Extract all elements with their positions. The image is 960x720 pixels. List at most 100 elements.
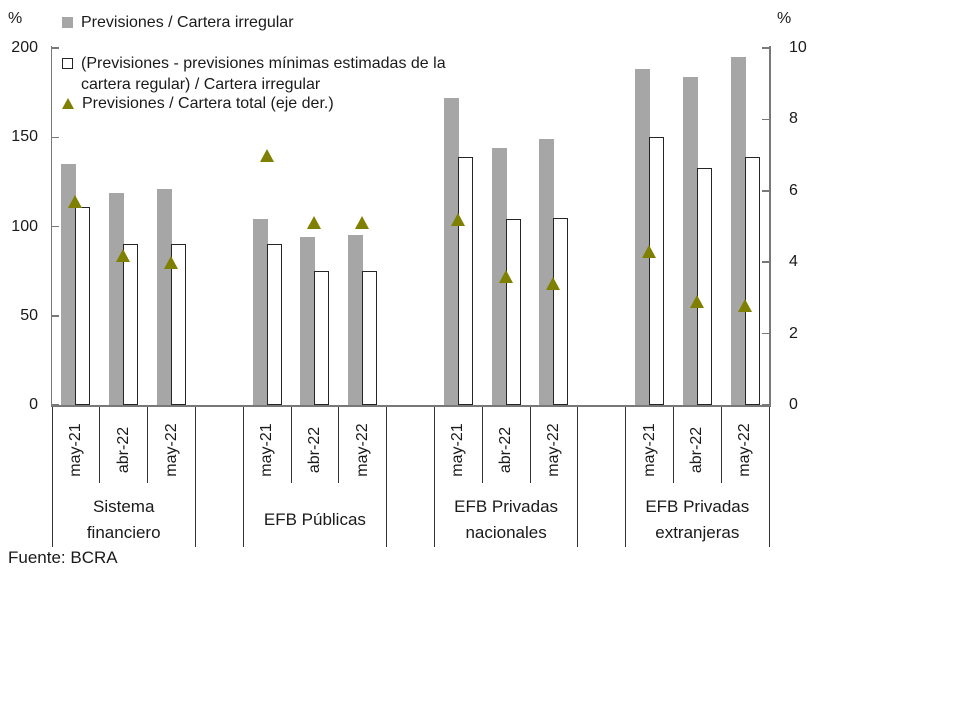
bar-previsiones-cartera-irregular	[682, 76, 698, 405]
group-separator-line	[51, 407, 53, 547]
right-axis-tick-label: 0	[789, 396, 798, 413]
bar-previsiones-netas	[744, 156, 760, 405]
bar-previsiones-netas	[171, 244, 186, 405]
marker-previsiones-cartera-total	[689, 294, 704, 308]
right-axis-tick-label: 2	[789, 324, 798, 342]
group-separator-line	[433, 407, 435, 547]
marker-previsiones-cartera-total	[450, 212, 465, 226]
bar-previsiones-cartera-irregular	[300, 237, 316, 405]
right-axis-tick	[762, 332, 769, 335]
group-separator-line	[768, 407, 770, 547]
marker-previsiones-cartera-total	[116, 248, 131, 262]
bar-previsiones-netas	[314, 271, 330, 405]
right-axis-tick	[762, 404, 769, 406]
marker-previsiones-cartera-total	[355, 216, 370, 230]
marker-previsiones-cartera-total	[642, 244, 656, 258]
category-separator-line	[481, 407, 483, 483]
x-tick-label: may-22	[544, 423, 562, 477]
group-separator-line	[386, 407, 388, 547]
legend-label-line2: cartera regular) / Cartera irregular	[81, 76, 321, 93]
x-tick-label: may-21	[640, 423, 658, 477]
bar-previsiones-netas	[696, 167, 712, 405]
group-separator-line	[577, 407, 579, 547]
x-tick-label: may-22	[353, 423, 371, 477]
bar-previsiones-netas	[362, 271, 378, 405]
group-separator-line	[242, 407, 244, 547]
left-axis-unit-label: %	[8, 10, 23, 27]
category-separator-line	[529, 407, 531, 483]
bar-previsiones-cartera-irregular	[252, 219, 268, 405]
left-axis-tick-label: 50	[20, 306, 38, 324]
right-axis-tick	[762, 118, 769, 121]
left-axis-tick	[52, 225, 59, 228]
x-tick-label: may-21	[66, 423, 84, 477]
group-label: extranjeras	[655, 523, 740, 542]
marker-previsiones-cartera-total	[164, 255, 178, 269]
category-separator-line	[147, 407, 149, 483]
marker-previsiones-cartera-total	[546, 277, 561, 291]
bar-previsiones-cartera-irregular	[157, 189, 172, 405]
marker-previsiones-cartera-total	[307, 216, 322, 230]
bar-previsiones-netas	[457, 156, 473, 405]
left-axis-tick-label: 200	[11, 39, 38, 56]
right-axis-unit-label: %	[777, 10, 792, 27]
x-tick-label: may-21	[449, 423, 467, 477]
right-axis-tick	[762, 261, 769, 263]
left-axis-tick-label: 0	[29, 396, 38, 413]
bar-previsiones-netas	[75, 206, 91, 405]
right-axis-line	[769, 46, 771, 405]
category-separator-line	[99, 407, 101, 483]
triangle-swatch-icon	[62, 98, 74, 109]
legend-item-previsiones-irregular: Previsiones / Cartera irregular	[62, 12, 294, 33]
x-tick-label: abr-22	[688, 426, 706, 474]
legend-item-previsiones-total: Previsiones / Cartera total (eje der.)	[62, 93, 334, 114]
group-label: financiero	[86, 523, 161, 542]
marker-previsiones-cartera-total	[498, 269, 513, 283]
category-separator-line	[720, 407, 722, 483]
x-tick-label: may-22	[736, 423, 754, 477]
left-axis-tick	[52, 47, 59, 49]
bar-previsiones-netas	[505, 219, 521, 405]
bar-previsiones-netas	[123, 244, 139, 405]
left-axis-tick-label: 100	[11, 217, 38, 235]
group-label: EFB Privadas	[454, 497, 559, 516]
category-separator-line	[338, 407, 340, 483]
right-axis-tick	[762, 190, 769, 192]
group-label: Sistema	[92, 497, 155, 516]
marker-previsiones-cartera-total	[737, 298, 752, 312]
x-axis-line	[50, 405, 771, 407]
left-axis-tick	[52, 315, 59, 317]
x-tick-label: may-22	[162, 423, 180, 477]
left-axis-tick-label: 150	[11, 128, 38, 146]
group-separator-line	[625, 407, 627, 547]
right-axis-tick-label: 10	[789, 39, 807, 56]
legend-item-previsiones-netas: (Previsiones - previsiones mínimas estim…	[62, 53, 446, 95]
bar-previsiones-cartera-irregular	[348, 235, 364, 405]
left-axis-tick	[52, 136, 59, 138]
group-label: EFB Públicas	[263, 510, 366, 529]
gray-bar-swatch-icon	[62, 17, 73, 28]
bar-previsiones-cartera-irregular	[443, 97, 459, 405]
legend-label-line1: (Previsiones - previsiones mínimas estim…	[81, 55, 446, 72]
x-tick-label: abr-22	[114, 426, 132, 474]
marker-previsiones-cartera-total	[68, 195, 83, 208]
right-axis-tick-label: 8	[789, 110, 798, 128]
bar-previsiones-cartera-irregular	[539, 139, 555, 405]
bar-previsiones-netas	[553, 217, 569, 405]
bar-previsiones-netas	[266, 244, 282, 405]
bar-previsiones-cartera-irregular	[109, 192, 125, 405]
group-label: nacionales	[465, 523, 547, 542]
left-axis-line	[50, 46, 52, 405]
right-axis-tick	[762, 47, 769, 49]
bar-previsiones-cartera-irregular	[61, 164, 77, 405]
right-axis-tick-label: 6	[789, 181, 798, 199]
white-bar-swatch-icon	[62, 58, 73, 69]
group-separator-line	[194, 407, 196, 547]
bar-previsiones-cartera-irregular	[635, 69, 650, 405]
legend-label-previsiones-total: Previsiones / Cartera total (eje der.)	[82, 95, 334, 112]
bar-previsiones-netas	[649, 137, 664, 405]
right-axis-tick-label: 4	[789, 253, 798, 271]
x-tick-label: abr-22	[305, 426, 323, 474]
source-note: Fuente: BCRA	[8, 548, 118, 567]
